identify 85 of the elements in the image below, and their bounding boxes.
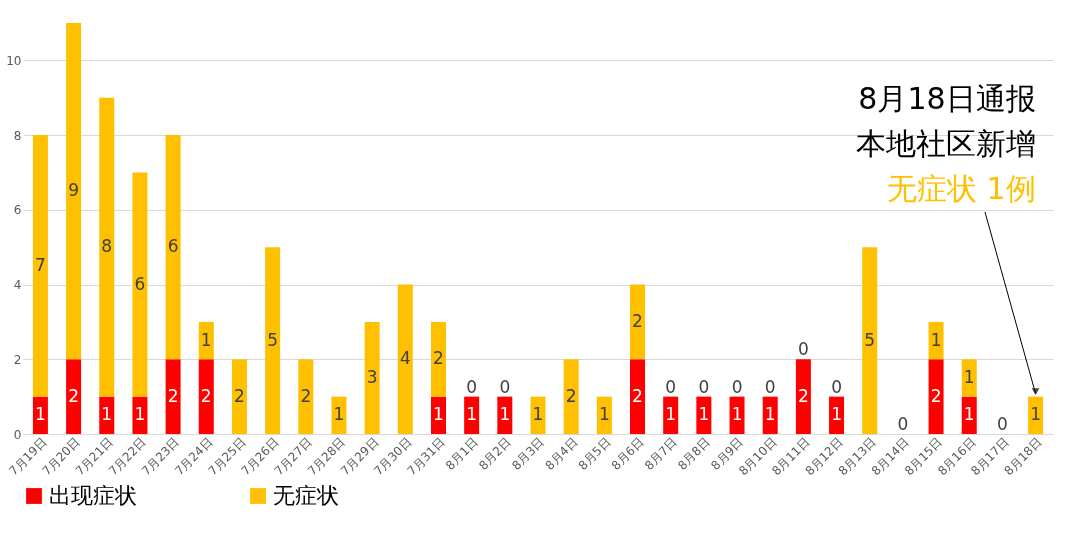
data-label: 2 (930, 385, 942, 406)
data-label: 1 (963, 366, 975, 387)
data-label: 0 (665, 376, 677, 397)
data-label: 2 (68, 385, 79, 406)
data-label: 1 (598, 404, 610, 425)
bar (630, 359, 646, 434)
data-label: 0 (466, 376, 478, 397)
bar (66, 359, 82, 434)
bar (132, 172, 148, 397)
data-label: 7 (35, 254, 46, 275)
data-label: 1 (35, 404, 46, 425)
data-label: 0 (997, 414, 1008, 434)
data-label: 1 (466, 404, 478, 425)
data-label: 1 (101, 404, 113, 425)
y-tick-label: 2 (13, 352, 22, 367)
y-tick-label: 10 (6, 53, 22, 68)
bar (66, 23, 82, 360)
bar (663, 396, 679, 434)
bar (829, 396, 845, 434)
data-label: 2 (300, 385, 312, 406)
data-label: 0 (499, 376, 511, 397)
data-label: 1 (831, 404, 842, 425)
bar (464, 396, 480, 434)
data-label: 1 (963, 404, 975, 425)
data-label: 0 (831, 376, 842, 397)
bar (165, 135, 181, 360)
data-label: 2 (632, 310, 643, 331)
bar (99, 97, 115, 397)
data-label: 1 (930, 329, 942, 350)
annotation: 无症状 1例 (886, 171, 1036, 206)
bar (165, 359, 181, 434)
data-label: 5 (267, 329, 279, 350)
bar (231, 359, 247, 434)
data-label: 2 (632, 385, 643, 406)
bar (862, 247, 878, 434)
data-label: 2 (234, 385, 245, 406)
data-label: 1 (764, 404, 776, 425)
data-label: 1 (731, 404, 743, 425)
data-label: 4 (399, 348, 411, 369)
bar (265, 247, 281, 434)
annotation: 本地社区新增 (855, 126, 1036, 161)
data-label: 1 (698, 404, 710, 425)
y-tick-label: 4 (13, 278, 22, 293)
bar (32, 135, 48, 397)
data-label: 1 (200, 329, 212, 350)
data-label: 2 (565, 385, 577, 406)
data-label: 9 (68, 180, 79, 201)
data-label: 0 (897, 414, 909, 434)
bar (563, 359, 579, 434)
bar (430, 321, 446, 397)
data-label: 1 (333, 404, 345, 425)
data-label: 0 (797, 339, 809, 360)
data-label: 1 (1030, 404, 1041, 425)
data-label: 0 (731, 376, 743, 397)
data-label: 1 (134, 404, 146, 425)
legend-label: 出现症状 (49, 483, 137, 508)
y-tick-label: 0 (13, 427, 22, 442)
bar (397, 284, 413, 434)
data-label: 6 (167, 236, 179, 257)
bar (795, 359, 811, 434)
bar (928, 359, 944, 434)
y-tick-label: 8 (13, 128, 22, 143)
data-label: 2 (167, 385, 179, 406)
data-label: 6 (134, 273, 146, 294)
y-tick-label: 6 (13, 203, 22, 218)
bar (961, 359, 977, 397)
bar (364, 321, 380, 434)
data-label: 1 (433, 404, 444, 425)
data-label: 1 (532, 404, 544, 425)
data-label: 3 (366, 366, 378, 387)
bar (198, 359, 214, 434)
data-label: 2 (433, 348, 444, 369)
data-label: 2 (200, 385, 212, 406)
bar (630, 284, 646, 360)
data-label: 0 (698, 376, 710, 397)
bar (298, 359, 314, 434)
data-label: 1 (499, 404, 511, 425)
legend-label: 无症状 (273, 483, 339, 508)
data-label: 1 (665, 404, 677, 425)
data-label: 0 (764, 376, 776, 397)
data-label: 8 (101, 236, 113, 257)
data-label: 5 (864, 329, 876, 350)
annotation: 8月18日通报 (858, 81, 1036, 116)
data-label: 2 (797, 385, 809, 406)
bar (99, 396, 115, 434)
